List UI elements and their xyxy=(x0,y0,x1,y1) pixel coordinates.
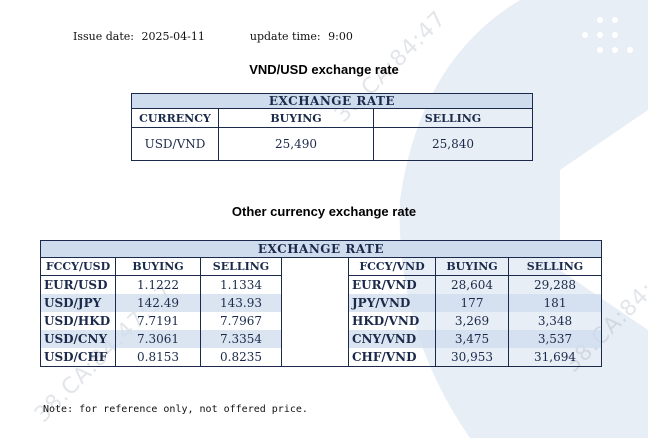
selling-cell: 7.3354 xyxy=(200,330,282,348)
buying-cell: 177 xyxy=(435,294,509,312)
selling-cell: 3,537 xyxy=(508,330,602,348)
pair-cell: USD/CHF xyxy=(40,348,116,367)
selling-cell: 25,840 xyxy=(432,137,474,151)
buying-cell: 0.8153 xyxy=(115,348,201,367)
table-row: EUR/USD 1.1222 1.1334 EUR/VND 28,604 29,… xyxy=(40,275,602,294)
column-header: FCCY/VND xyxy=(348,257,436,276)
selling-cell: 181 xyxy=(508,294,602,312)
buying-cell: 7.3061 xyxy=(115,330,201,348)
spacer-cell xyxy=(281,312,349,330)
table-row: USD/CNY 7.3061 7.3354 CNY/VND 3,475 3,53… xyxy=(40,330,602,348)
column-header: SELLING xyxy=(200,257,282,276)
selling-cell: 0.8235 xyxy=(200,348,282,367)
buying-cell: 25,490 xyxy=(218,127,374,161)
buying-cell: 3,269 xyxy=(435,312,509,330)
selling-cell: 31,694 xyxy=(534,350,576,364)
buying-cell: 7.7191 xyxy=(115,312,201,330)
selling-cell: 29,288 xyxy=(534,278,576,292)
other-currency-table: EXCHANGE RATE FCCY/USD BUYING SELLING FC… xyxy=(40,240,602,367)
table-row: USD/HKD 7.7191 7.7967 HKD/VND 3,269 3,34… xyxy=(40,312,602,330)
pair-cell: EUR/VND xyxy=(348,275,436,294)
pair-cell: USD/HKD xyxy=(40,312,116,330)
pair-cell: JPY/VND xyxy=(348,294,436,312)
table-row: USD/CHF 0.8153 0.8235 CHF/VND 30,953 31,… xyxy=(40,348,602,367)
selling-cell: 3,348 xyxy=(537,314,573,328)
update-time: 9:00 xyxy=(328,30,353,43)
selling-cell: 143.93 xyxy=(200,294,282,312)
pair-cell: EUR/USD xyxy=(40,275,116,294)
spacer-cell xyxy=(281,330,349,348)
spacer-cell xyxy=(281,294,349,312)
column-header: CURRENCY xyxy=(131,108,219,128)
buying-cell: 3,475 xyxy=(435,330,509,348)
pair-cell: CNY/VND xyxy=(348,330,436,348)
vnd-usd-title: VND/USD exchange rate xyxy=(249,62,399,77)
selling-cell: 1.1334 xyxy=(200,275,282,294)
column-header: SELLING xyxy=(508,257,602,276)
currency-cell: USD/VND xyxy=(131,127,219,161)
table-header: EXCHANGE RATE xyxy=(131,93,533,109)
spacer-cell xyxy=(281,348,349,367)
table-row: USD/VND 25,490 25,840 xyxy=(131,127,533,161)
pair-cell: USD/CNY xyxy=(40,330,116,348)
selling-cell: 7.7967 xyxy=(200,312,282,330)
spacer-cell xyxy=(281,275,349,294)
disclaimer-note: Note: for reference only, not offered pr… xyxy=(43,404,308,415)
buying-cell: 28,604 xyxy=(435,275,509,294)
update-time-label: update time: xyxy=(249,30,321,43)
issue-date-label: Issue date: xyxy=(73,30,134,43)
pair-cell: USD/JPY xyxy=(40,294,116,312)
column-header: BUYING xyxy=(218,108,374,128)
column-header: BUYING xyxy=(115,257,201,276)
column-header: SELLING xyxy=(373,108,533,128)
spacer-column xyxy=(281,257,349,276)
pair-cell: CHF/VND xyxy=(348,348,436,367)
table-header: EXCHANGE RATE xyxy=(40,240,602,258)
buying-cell: 142.49 xyxy=(115,294,201,312)
column-header: FCCY/USD xyxy=(40,257,116,276)
pair-cell: HKD/VND xyxy=(348,312,436,330)
issue-info: Issue date: 2025-04-11 update time: 9:00 xyxy=(73,30,357,43)
buying-cell: 1.1222 xyxy=(115,275,201,294)
column-header: BUYING xyxy=(435,257,509,276)
buying-cell: 30,953 xyxy=(435,348,509,367)
vnd-usd-table: EXCHANGE RATE CURRENCY BUYING SELLING US… xyxy=(131,93,533,161)
other-currency-title: Other currency exchange rate xyxy=(231,204,417,219)
table-row: USD/JPY 142.49 143.93 JPY/VND 177 181 xyxy=(40,294,602,312)
issue-date: 2025-04-11 xyxy=(141,30,205,43)
